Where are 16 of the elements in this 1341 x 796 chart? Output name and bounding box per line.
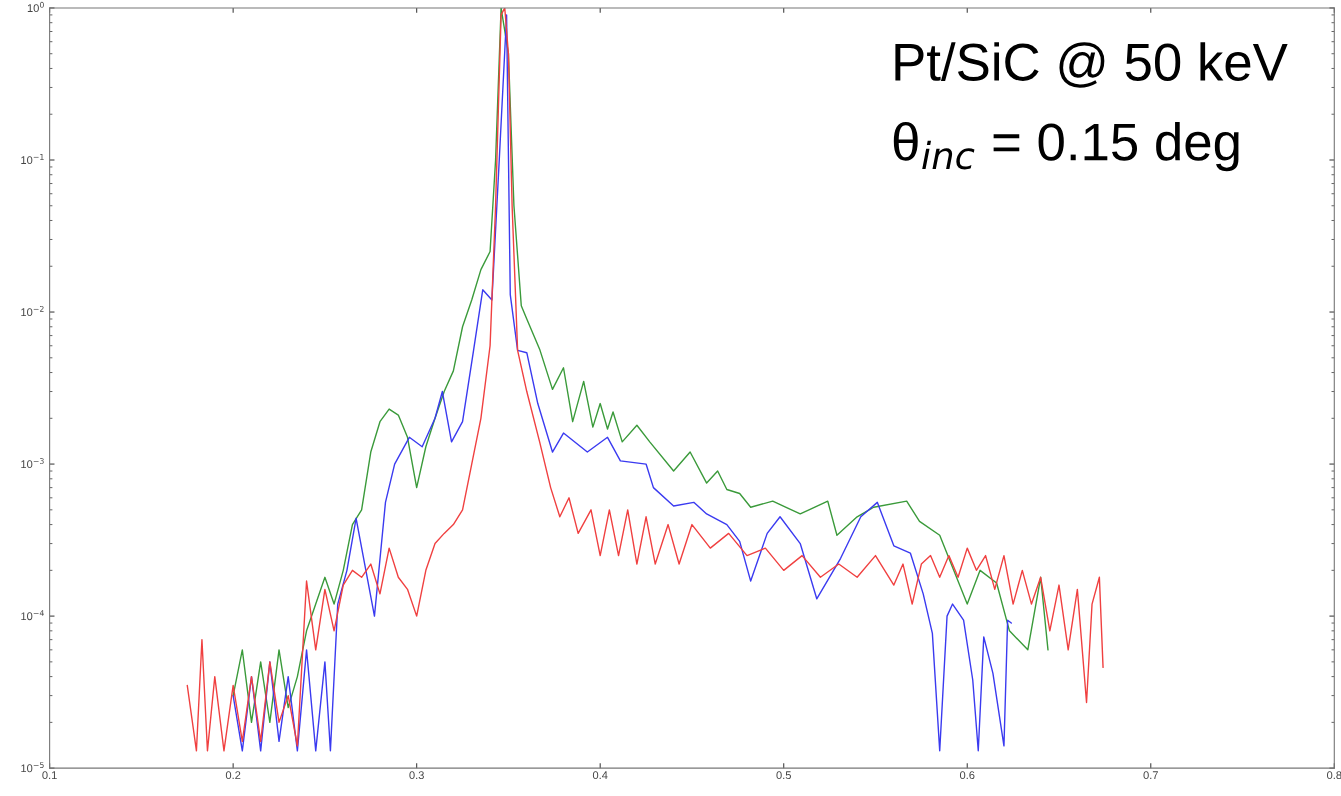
x-tick-label: 0.1 [42, 771, 57, 780]
y-tick-label: 10$^{−1}$ [21, 154, 44, 165]
y-tick-label: 10$^{−5}$ [21, 762, 44, 773]
annotation: Pt/SiC @ 50 keV [895, 42, 1288, 88]
x-tick-label: 0.2 [225, 771, 241, 780]
y-tick-label: 10$^{0}$ [27, 1, 44, 13]
x-tick-label: 0.5 [776, 771, 791, 780]
x-tick-label: 0.8 [1327, 771, 1341, 780]
x-tick-label: 0.6 [959, 771, 975, 780]
x-tick-label: 0.4 [592, 771, 608, 780]
y-tick-label: 10$^{−3}$ [21, 457, 44, 469]
x-tick-label: 0.7 [1143, 771, 1158, 780]
annotation: θ$_{inc}$ = 0.15 deg [893, 121, 1239, 172]
x-tick-label: 0.3 [409, 771, 424, 780]
y-tick-label: 10$^{−2}$ [21, 305, 44, 317]
y-tick-label: 10$^{−4}$ [21, 610, 44, 621]
